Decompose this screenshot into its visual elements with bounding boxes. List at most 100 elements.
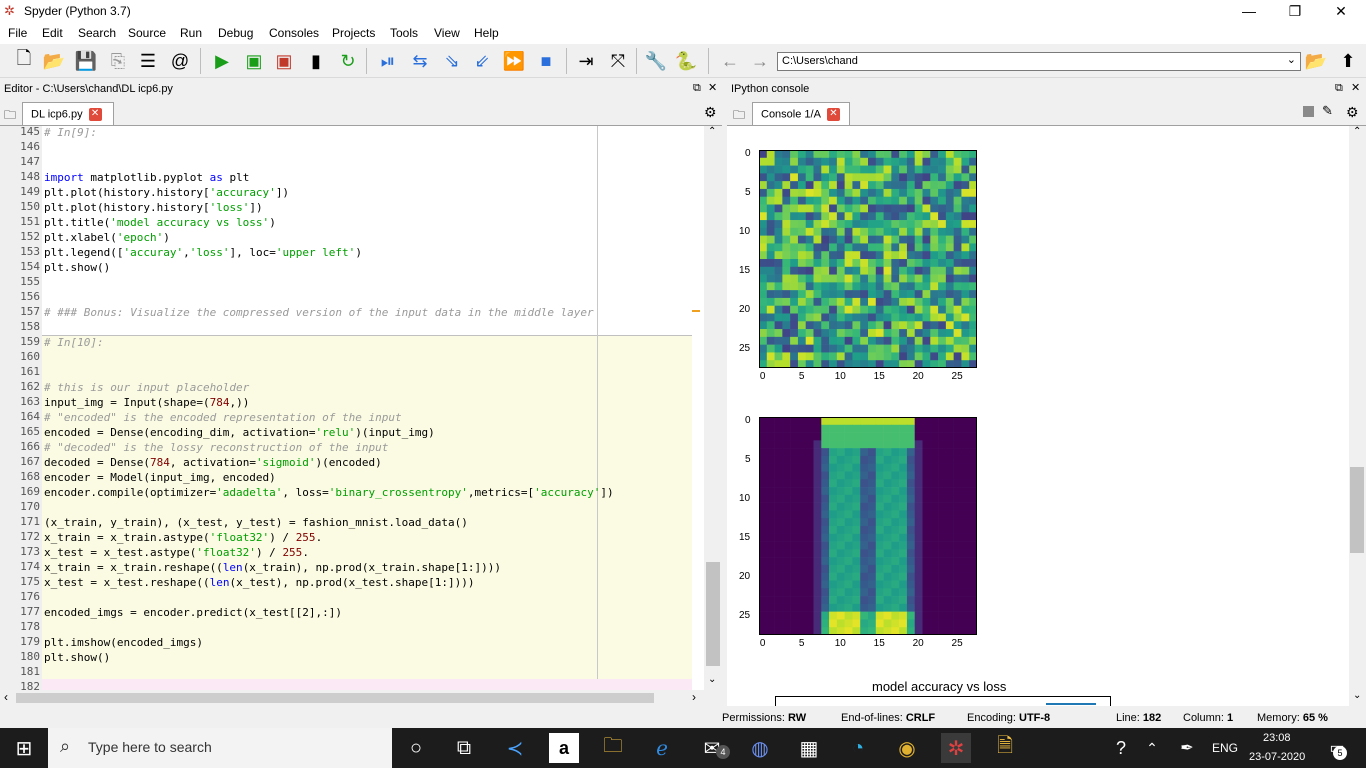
chrome-icon[interactable]: ◉ — [898, 737, 916, 760]
browse-folder-icon[interactable]: 📂 — [1304, 50, 1328, 71]
menu-debug[interactable]: Debug — [218, 26, 254, 40]
save-icon[interactable]: 💾 — [74, 50, 98, 71]
ipython-console[interactable]: 0 5 10 15 20 25 0 5 10 15 20 25 0 5 10 15 20 25 0 5 10 15 2… — [727, 126, 1349, 706]
scroll-down-icon[interactable]: ⌄ — [708, 674, 717, 685]
pen-icon[interactable]: ✒ — [1180, 740, 1194, 757]
open-file-icon[interactable]: 📂 — [42, 50, 66, 71]
pixel-cell — [829, 572, 838, 581]
pixel-cell — [774, 518, 783, 527]
python-path-icon[interactable]: 🐍 — [674, 50, 698, 71]
pixel-cell — [945, 580, 954, 589]
windows-start-icon[interactable]: ⊞ — [15, 737, 33, 760]
run-cell-icon[interactable]: ▣ — [245, 50, 263, 71]
menu-help[interactable]: Help — [474, 26, 499, 40]
scroll-left-icon[interactable]: ‹ — [4, 690, 8, 704]
edge-icon[interactable]: ◔ — [851, 736, 865, 759]
tab-dl-icp6[interactable]: DL icp6.py ✕ — [22, 102, 114, 125]
store-icon[interactable]: ▦ — [799, 737, 819, 760]
clear-console-eraser-icon[interactable]: ✎ — [1322, 103, 1333, 118]
code-editor[interactable]: 145 146 147 148 149 150 151 152 153 154 155 156 157 1… — [0, 126, 704, 690]
pixel-cell — [953, 282, 962, 291]
menu-file[interactable]: File — [8, 26, 28, 40]
chevron-down-icon[interactable]: ⌄ — [1286, 54, 1296, 66]
menu-source[interactable]: Source — [128, 26, 167, 40]
file-explorer-icon[interactable]: 🗀 — [603, 735, 623, 757]
editor-scroll-thumb[interactable] — [706, 562, 720, 666]
outline-icon[interactable]: ☰ — [139, 50, 157, 71]
pixel-cell — [930, 518, 939, 527]
pixel-cell — [774, 471, 783, 480]
internet-explorer-icon[interactable]: ℯ — [656, 737, 668, 760]
run-icon[interactable]: ▶ — [215, 50, 229, 71]
amazon-icon[interactable]: a — [549, 733, 579, 763]
new-file-icon[interactable]: 🗋 — [16, 48, 32, 68]
python-file-icon[interactable]: 🗎 — [996, 735, 1014, 757]
vscode-icon[interactable]: ≺ — [506, 737, 524, 760]
pixel-cell — [759, 619, 768, 628]
maximize-pane-icon[interactable]: ⇥ — [578, 50, 594, 71]
menu-edit[interactable]: Edit — [42, 26, 63, 40]
menu-tools[interactable]: Tools — [390, 26, 419, 40]
editor-horizontal-scrollbar[interactable]: ‹ › — [0, 690, 704, 706]
editor-options-gear-icon[interactable]: ⚙ — [704, 104, 717, 120]
rerun-icon[interactable]: ↻ — [340, 50, 356, 71]
stop-debug-icon[interactable]: ■ — [540, 50, 552, 71]
maximize-button[interactable]: ❐ — [1288, 3, 1302, 19]
menu-projects[interactable]: Projects — [332, 26, 376, 40]
console-vertical-scrollbar[interactable]: ⌃ ⌄ — [1349, 126, 1366, 706]
save-all-icon[interactable]: ⎘ — [110, 50, 126, 71]
tab-console-1a[interactable]: Console 1/A ✕ — [752, 102, 850, 125]
browse-tabs-icon[interactable]: 🗀 — [4, 108, 17, 122]
pixel-cell — [969, 220, 977, 229]
close-tab-icon[interactable]: ✕ — [826, 108, 840, 121]
menu-consoles[interactable]: Consoles — [269, 26, 320, 40]
preferences-wrench-icon[interactable]: 🔧 — [644, 50, 668, 71]
editor-vertical-scrollbar[interactable]: ⌃ ⌄ — [692, 126, 722, 690]
back-arrow-icon[interactable]: ← — [721, 50, 739, 71]
close-pane-icon[interactable]: ✕ — [708, 82, 718, 94]
clock-date[interactable]: 23-07-2020 — [1249, 751, 1306, 763]
browse-tabs-icon[interactable]: 🗀 — [733, 108, 746, 122]
undock-icon[interactable]: ⧉ — [693, 82, 701, 94]
chrome-canary-icon[interactable]: ◍ — [751, 737, 769, 760]
cortana-icon[interactable]: ○ — [409, 736, 423, 759]
help-icon[interactable]: ? — [1115, 737, 1126, 758]
forward-arrow-icon[interactable]: → — [751, 50, 769, 71]
pixel-cell — [759, 471, 768, 480]
continue-icon[interactable]: ⏩ — [502, 50, 526, 71]
close-pane-icon[interactable]: ✕ — [1351, 82, 1361, 94]
chevron-up-icon[interactable]: ⌃ — [1146, 739, 1158, 756]
debug-icon[interactable]: ⏯ — [380, 50, 396, 71]
fullscreen-icon[interactable]: ⤧ — [610, 50, 626, 71]
step-icon[interactable]: ⇆ — [412, 50, 428, 71]
menu-run[interactable]: Run — [180, 26, 203, 40]
pixel-cell — [945, 173, 954, 182]
spyder-taskbar-icon[interactable]: ✲ — [941, 733, 971, 763]
menu-search[interactable]: Search — [78, 26, 117, 40]
run-cell-advance-icon[interactable]: ▣ — [275, 50, 293, 71]
close-window-button[interactable]: ✕ — [1335, 3, 1347, 19]
working-directory-input[interactable]: C:\Users\chand ⌄ — [777, 52, 1301, 71]
menu-view[interactable]: View — [434, 26, 460, 40]
close-tab-icon[interactable]: ✕ — [88, 108, 102, 121]
scroll-up-icon[interactable]: ⌃ — [708, 126, 717, 137]
parent-directory-icon[interactable]: ⬆ — [1340, 50, 1356, 71]
run-selection-icon[interactable]: ▮ — [311, 50, 321, 71]
editor-hscroll-thumb[interactable] — [16, 693, 654, 703]
at-icon[interactable]: @ — [170, 50, 190, 71]
minimize-button[interactable]: — — [1242, 3, 1256, 19]
pixel-cell — [836, 627, 845, 635]
clock-time[interactable]: 23:08 — [1263, 732, 1291, 744]
task-view-icon[interactable]: ⧉ — [456, 736, 472, 759]
scroll-right-icon[interactable]: › — [692, 690, 696, 704]
scroll-down-icon[interactable]: ⌄ — [1353, 690, 1362, 701]
undock-icon[interactable]: ⧉ — [1335, 82, 1343, 94]
console-options-gear-icon[interactable]: ⚙ — [1346, 104, 1359, 120]
scroll-up-icon[interactable]: ⌃ — [1353, 126, 1362, 137]
step-into-icon[interactable]: ⇘ — [444, 50, 460, 71]
language-indicator[interactable]: ENG — [1212, 741, 1239, 755]
console-scroll-thumb[interactable] — [1350, 467, 1364, 553]
stop-console-icon[interactable] — [1303, 106, 1314, 117]
taskbar-search-input[interactable]: ⌕ Type here to search — [48, 728, 392, 768]
step-return-icon[interactable]: ⇙ — [474, 50, 490, 71]
